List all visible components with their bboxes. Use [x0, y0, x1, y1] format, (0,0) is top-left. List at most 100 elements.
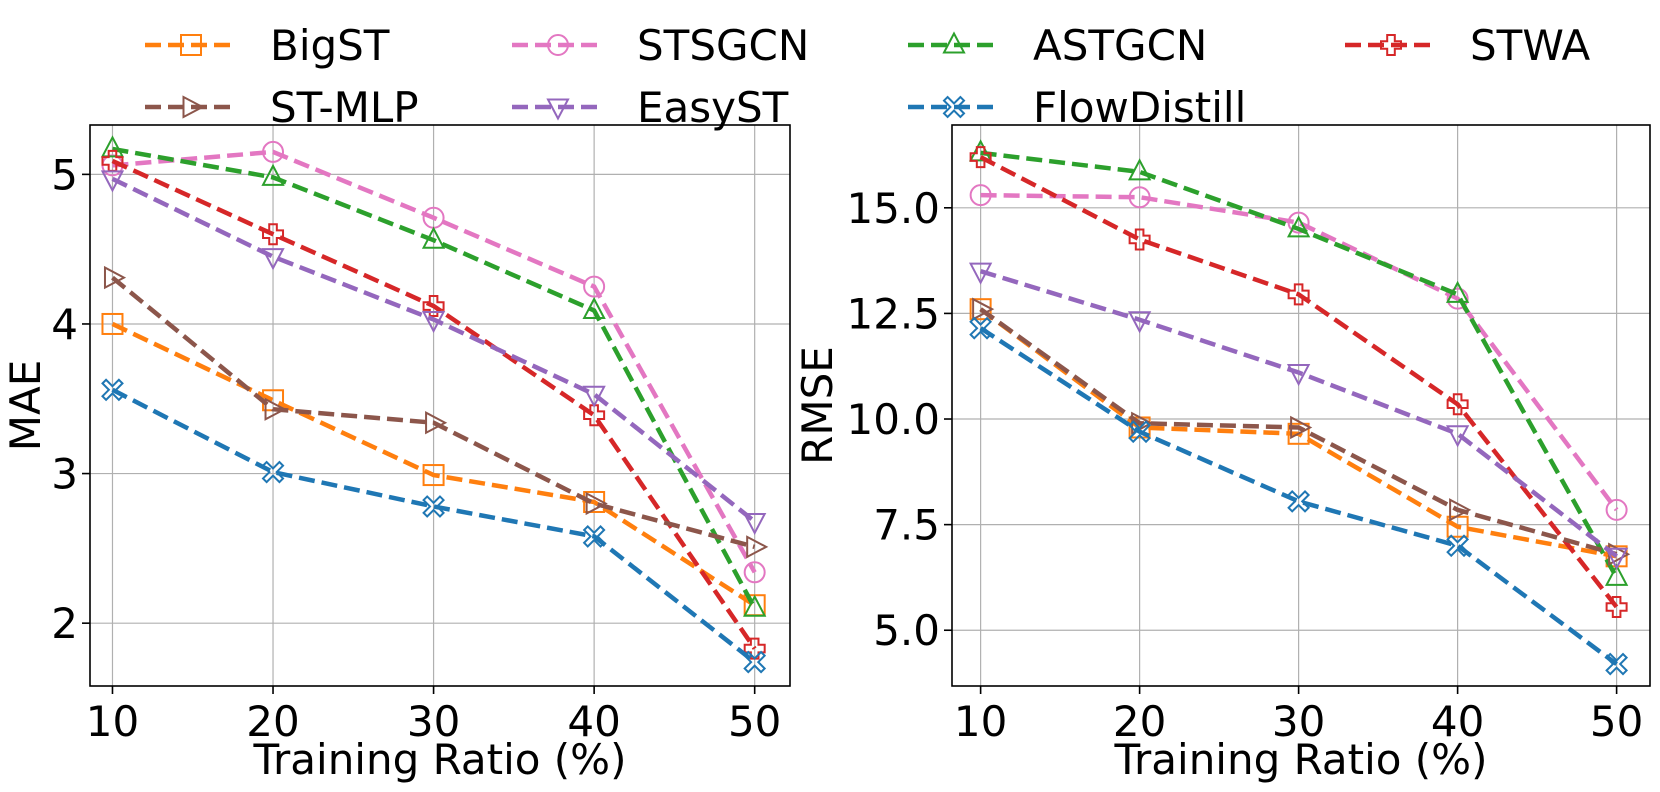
x-tick-label: 30 [407, 697, 460, 746]
data-point-easyst [1604, 547, 1629, 570]
y-axis-label: RMSE [793, 346, 842, 465]
mae-chart-panel: 10 20 30 40 50 2 3 4 5 Training Ratio (%) MAE [1, 124, 791, 784]
data-point-st-mlp [585, 491, 608, 516]
data-point-easyst [421, 310, 446, 334]
data-point-stsgcn [1446, 287, 1469, 310]
data-point-stwa [583, 404, 606, 427]
data-point-bigst [422, 464, 445, 487]
data-point-flowdistill [1605, 652, 1629, 676]
series-line-stwa [111, 158, 757, 650]
data-point-st-mlp [103, 265, 127, 290]
x-tick-label: 20 [1113, 697, 1166, 746]
legend-label: FlowDistill [1033, 83, 1246, 132]
y-tick-label: 12.5 [846, 289, 940, 338]
data-point-stsgcn [1605, 498, 1628, 521]
series-easyst [100, 170, 767, 536]
series-line-easyst [111, 176, 757, 524]
data-point-stsgcn [743, 561, 766, 584]
data-point-easyst [1127, 311, 1152, 334]
rmse-chart-panel: 10 20 30 40 50 5.0 7.5 10.0 12.5 15.0 Training Rat… [793, 124, 1651, 784]
series-flowdistill [969, 316, 1629, 676]
grid [952, 125, 1650, 686]
data-point-st-mlp [746, 535, 769, 559]
series-astgcn [968, 139, 1629, 586]
data-point-bigst [1287, 422, 1310, 445]
data-point-flowdistill [1128, 420, 1152, 444]
series-stwa [969, 146, 1628, 619]
x-tick-label: 30 [1272, 697, 1325, 746]
data-point-stsgcn [583, 275, 606, 298]
data-point-stwa [1446, 393, 1469, 416]
legend-item-st-mlp: ST-MLP [145, 83, 419, 132]
y-tick-label: 10.0 [846, 395, 940, 444]
data-point-easyst [582, 385, 606, 408]
x-tick-label: 40 [567, 697, 620, 746]
series-line-easyst [979, 269, 1618, 559]
legend-label: STWA [1470, 21, 1591, 70]
series-line-flowdistill [979, 326, 1618, 666]
series-line-stsgcn [112, 149, 757, 574]
legend-marker [547, 34, 569, 56]
data-point-easyst [743, 512, 767, 536]
x-tick-label: 20 [246, 697, 299, 746]
legend-marker [942, 95, 966, 119]
data-point-st-mlp [1290, 415, 1313, 440]
legend-label: ASTGCN [1033, 21, 1207, 70]
series-line-bigst [111, 321, 756, 608]
data-point-easyst [1445, 425, 1470, 448]
data-point-astgcn [743, 594, 767, 617]
series-line-flowdistill [111, 387, 757, 664]
series-flowdistill [101, 378, 767, 674]
data-point-stwa [1287, 283, 1310, 306]
plot-frame [89, 124, 791, 687]
legend-item-stsgcn: STSGCN [512, 21, 809, 70]
y-tick-label: 4 [51, 300, 78, 349]
x-tick-label: 40 [1431, 697, 1484, 746]
data-point-flowdistill [743, 650, 767, 674]
legend-marker [182, 95, 205, 119]
series-astgcn [100, 135, 767, 617]
data-point-flowdistill [422, 495, 445, 518]
series-line-stsgcn [980, 192, 1619, 512]
data-point-stsgcn [262, 140, 285, 163]
y-tick-label: 15.0 [846, 184, 940, 233]
plot-frame [951, 124, 1651, 687]
y-tick-label: 5 [51, 150, 78, 199]
legend-label: STSGCN [637, 21, 809, 70]
legend-label: ST-MLP [270, 83, 419, 132]
data-point-stsgcn [969, 184, 992, 207]
x-axis-label: Training Ratio (%) [253, 735, 627, 784]
legend-item-flowdistill: FlowDistill [908, 83, 1246, 132]
data-point-st-mlp [1449, 498, 1472, 522]
data-point-stwa [1128, 228, 1151, 251]
series-stsgcn [969, 184, 1628, 521]
data-point-easyst [100, 170, 125, 193]
y-tick-label: 2 [51, 599, 78, 648]
y-tick-label: 7.5 [873, 501, 940, 550]
data-point-astgcn [1445, 280, 1470, 303]
data-point-flowdistill [1446, 534, 1470, 558]
series-line-astgcn [980, 150, 1619, 579]
legend-item-easyst: EasyST [512, 83, 789, 132]
series-st-mlp [103, 265, 769, 559]
data-point-stwa [1605, 596, 1628, 619]
data-point-astgcn [1127, 158, 1152, 181]
y-tick-label: 5.0 [873, 606, 940, 655]
data-point-stwa [969, 146, 992, 169]
series-line-st-mlp [979, 307, 1618, 557]
x-tick-label: 10 [954, 697, 1007, 746]
data-point-st-mlp [425, 411, 448, 435]
legend-marker [546, 98, 570, 121]
data-point-astgcn [261, 163, 285, 186]
data-point-astgcn [1604, 563, 1629, 586]
x-tick-label: 10 [86, 697, 139, 746]
data-point-flowdistill [582, 524, 606, 548]
data-point-stwa [422, 295, 445, 318]
x-tick-label: 50 [1590, 697, 1643, 746]
data-point-st-mlp [972, 297, 995, 321]
data-point-stwa [262, 223, 285, 246]
data-point-astgcn [582, 296, 606, 320]
legend-marker [180, 34, 202, 56]
series-line-stwa [979, 155, 1619, 609]
